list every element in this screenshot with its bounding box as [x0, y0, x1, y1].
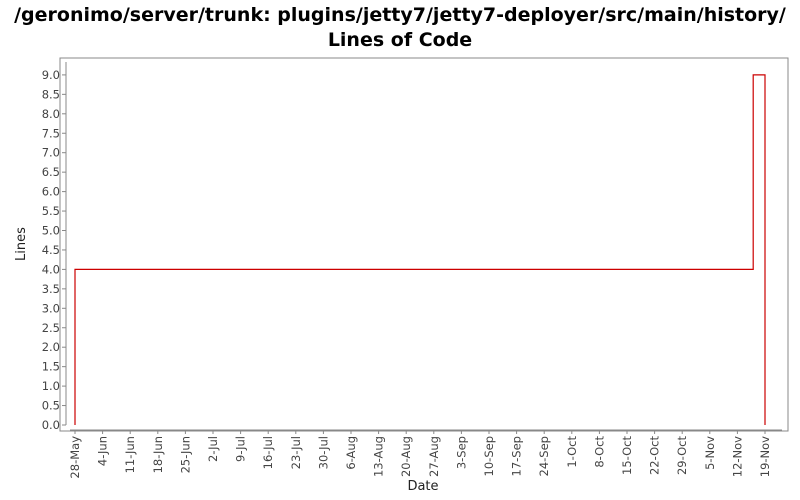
x-tick-label: 11-Jun: [123, 436, 137, 473]
x-axis-label: Date: [407, 479, 438, 494]
x-tick-label: 10-Sep: [482, 436, 496, 476]
y-axis: 0.0 0.5 1.0 1.5 2.0 2.5 3.0 3.5 4.0 4.5 5.0 5.5 6.0 6…: [42, 62, 67, 432]
x-tick-label: 19-Nov: [758, 436, 772, 477]
x-tick-label: 2-Jul: [206, 436, 220, 462]
y-tick-label: 8.0: [42, 107, 60, 121]
x-tick-label: 5-Nov: [703, 436, 717, 470]
x-tick-label: 8-Oct: [592, 436, 606, 468]
y-tick-label: 8.5: [42, 87, 60, 101]
x-tick-label: 9-Jul: [234, 436, 248, 462]
series-line: [74, 74, 766, 425]
x-tick-label: 22-Oct: [648, 436, 662, 475]
x-tick-label: 30-Jul: [316, 436, 330, 469]
x-tick-label: 24-Sep: [537, 436, 551, 476]
x-tick-label: 23-Jul: [289, 436, 303, 469]
y-tick-label: 2.0: [42, 340, 60, 354]
x-tick-label: 25-Jun: [178, 436, 192, 473]
x-tick-label: 15-Oct: [620, 436, 634, 475]
x-tick-label: 16-Jul: [261, 436, 275, 469]
y-tick-label: 1.5: [42, 360, 60, 374]
y-tick-label: 6.5: [42, 165, 60, 179]
y-tick-label: 0.0: [42, 418, 60, 432]
x-tick-label: 4-Jun: [96, 436, 110, 466]
y-tick-label: 9.0: [42, 68, 60, 82]
y-tick-label: 6.0: [42, 185, 60, 199]
y-tick-label: 7.0: [42, 146, 60, 160]
y-tick-label: 4.0: [42, 262, 60, 276]
y-axis-label: Lines: [14, 227, 29, 261]
x-tick-label: 29-Oct: [675, 436, 689, 475]
y-tick-label: 3.5: [42, 282, 60, 296]
x-tick-label: 12-Nov: [730, 436, 744, 477]
chart-title-line-1: /geronimo/server/trunk: plugins/jetty7/j…: [14, 4, 786, 26]
x-tick-label: 27-Aug: [427, 436, 441, 477]
y-tick-label: 7.5: [42, 126, 60, 140]
y-tick-label: 2.5: [42, 321, 60, 335]
y-tick-label: 0.5: [42, 399, 60, 413]
y-tick-label: 5.0: [42, 224, 60, 238]
x-tick-label: 13-Aug: [372, 436, 386, 477]
x-tick-label: 6-Aug: [344, 436, 358, 470]
x-tick-label: 3-Sep: [454, 436, 468, 469]
x-axis: 28-May 4-Jun 11-Jun 18-Jun 25-Jun 2-Jul 9-Jul 1…: [68, 429, 782, 479]
x-tick-label: 1-Oct: [565, 436, 579, 468]
series-layer: [74, 74, 766, 425]
chart-title-line-2: Lines of Code: [327, 29, 473, 51]
x-tick-label: 28-May: [68, 436, 82, 479]
y-tick-label: 3.0: [42, 301, 60, 315]
x-tick-label: 18-Jun: [151, 436, 165, 473]
y-tick-label: 5.5: [42, 204, 60, 218]
chart-title: /geronimo/server/trunk: plugins/jetty7/j…: [0, 3, 800, 53]
y-tick-label: 4.5: [42, 243, 60, 257]
x-tick-label: 20-Aug: [399, 436, 413, 477]
x-tick-label: 17-Sep: [510, 436, 524, 476]
y-tick-label: 1.0: [42, 379, 60, 393]
plot-area: [59, 57, 789, 432]
